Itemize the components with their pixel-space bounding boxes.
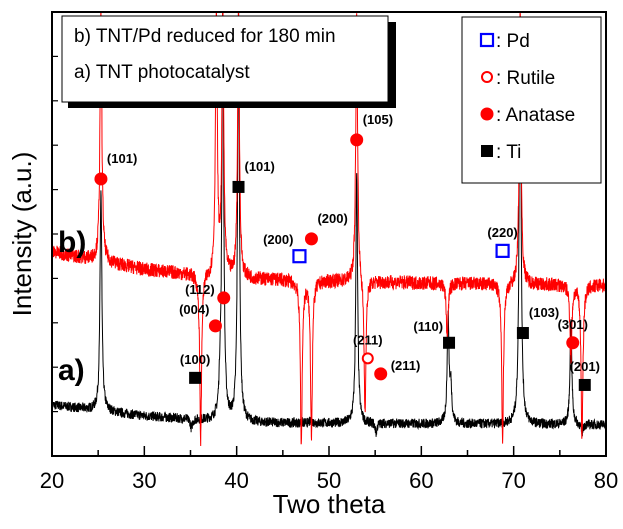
phase-legend-label: : Ti bbox=[496, 142, 521, 163]
ti-square-marker bbox=[189, 371, 202, 384]
traces bbox=[52, 12, 606, 447]
peak-label: (220) bbox=[487, 225, 517, 240]
legend-entry-b: b) TNT/Pd reduced for 180 min bbox=[74, 26, 336, 47]
peak-label: (103) bbox=[529, 305, 559, 320]
legend-entry-a: a) TNT photocatalyst bbox=[74, 62, 250, 83]
series-line-b bbox=[52, 12, 606, 447]
anatase-circle-marker bbox=[208, 319, 222, 333]
pd-open-square-marker bbox=[292, 249, 307, 264]
series-tag-a: a) bbox=[58, 354, 85, 387]
x-tick-label: 50 bbox=[317, 468, 341, 493]
peak-label: (101) bbox=[245, 159, 275, 174]
series-tag-b: b) bbox=[58, 226, 86, 259]
anatase-circle-marker bbox=[217, 291, 231, 305]
phase-legend: : Pd : Rutile : Anatase : Ti bbox=[461, 16, 602, 184]
x-tick-label: 60 bbox=[409, 468, 433, 493]
ti-square-marker bbox=[578, 378, 591, 391]
x-tick-label: 30 bbox=[132, 468, 156, 493]
x-tick-label: 40 bbox=[224, 468, 248, 493]
ti-square-marker bbox=[232, 180, 245, 193]
phase-legend-label: : Pd bbox=[496, 31, 530, 52]
x-axis: 20 30 40 50 60 70 80 bbox=[40, 446, 618, 493]
peak-label: (112) bbox=[185, 282, 215, 297]
anatase-circle-marker bbox=[94, 172, 108, 186]
pd-open-square-marker bbox=[479, 32, 495, 48]
anatase-circle-marker bbox=[304, 232, 318, 246]
peak-label: (101) bbox=[107, 151, 137, 166]
y-axis bbox=[52, 55, 58, 413]
anatase-circle-marker bbox=[374, 367, 388, 381]
anatase-circle-marker bbox=[566, 336, 580, 350]
peak-label: (211) bbox=[391, 358, 421, 373]
peak-annotations: (101) (101) (105) (200) (200) (220) (112) (004)… bbox=[94, 112, 600, 391]
series-line-a bbox=[52, 12, 606, 437]
rutile-open-circle-marker bbox=[361, 352, 374, 365]
sample-legend: b) TNT/Pd reduced for 180 min a) TNT pho… bbox=[61, 15, 396, 108]
x-axis-title: Two theta bbox=[273, 489, 386, 519]
phase-legend-label: : Anatase bbox=[496, 105, 575, 126]
ti-square-marker bbox=[481, 145, 493, 157]
peak-label: (211) bbox=[353, 332, 383, 347]
x-tick-label: 20 bbox=[40, 468, 64, 493]
phase-legend-label: : Rutile bbox=[496, 68, 555, 89]
y-axis-title: Intensity (a.u.) bbox=[7, 152, 37, 317]
peak-label: (201) bbox=[570, 359, 600, 374]
legend-box bbox=[61, 15, 389, 103]
peak-label: (200) bbox=[317, 211, 347, 226]
anatase-circle-marker bbox=[350, 133, 364, 147]
peak-label: (100) bbox=[180, 352, 210, 367]
peak-label: (301) bbox=[558, 317, 588, 332]
rutile-open-circle-marker bbox=[481, 71, 493, 83]
anatase-circle-marker bbox=[480, 107, 494, 121]
peak-label: (004) bbox=[179, 302, 209, 317]
phase-legend-box bbox=[461, 16, 602, 184]
ti-square-marker bbox=[443, 336, 456, 349]
peak-label: (105) bbox=[363, 112, 393, 127]
peak-label: (110) bbox=[413, 319, 443, 334]
peak-label: (200) bbox=[263, 232, 293, 247]
x-tick-label: 80 bbox=[594, 468, 618, 493]
x-tick-label: 70 bbox=[501, 468, 525, 493]
pd-open-square-marker bbox=[495, 243, 510, 258]
ti-square-marker bbox=[516, 327, 529, 340]
